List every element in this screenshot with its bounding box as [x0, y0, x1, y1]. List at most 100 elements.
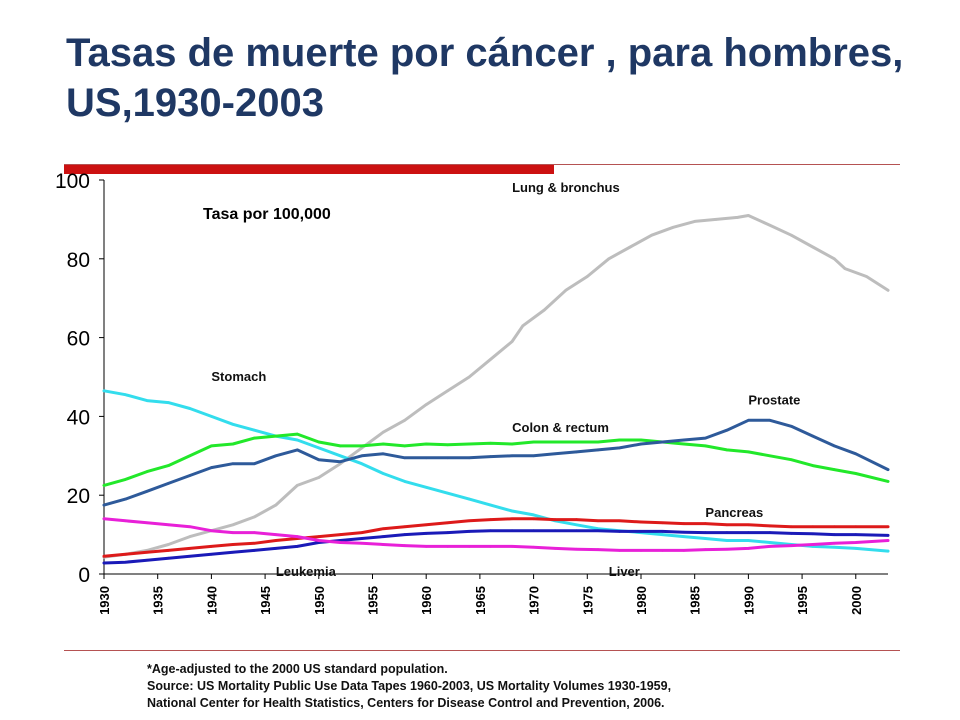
slide-title: Tasas de muerte por cáncer , para hombre… [66, 31, 904, 125]
x-tick-label: 1930 [97, 586, 112, 615]
data-point-colon-rectum [596, 440, 600, 444]
data-point-leukemia [446, 531, 450, 534]
x-tick-label: 1935 [151, 586, 166, 615]
data-point-pancreas [188, 547, 192, 550]
data-point-colon-rectum [704, 444, 707, 448]
data-point-pancreas [167, 549, 170, 552]
data-point-pancreas [575, 518, 578, 521]
x-tick-label: 2000 [849, 586, 864, 615]
data-point-liver [124, 519, 127, 523]
data-point-stomach [145, 399, 149, 402]
data-point-pancreas [102, 555, 106, 558]
data-point-lung-bronchus [768, 224, 772, 227]
footnote-line-2: Source: US Mortality Public Use Data Tap… [147, 679, 672, 693]
series-label-colon-rectum: Colon & rectum [512, 420, 609, 435]
data-point-leukemia [575, 529, 578, 532]
data-point-liver [575, 547, 578, 551]
data-point-pancreas [704, 522, 707, 525]
data-point-prostate [886, 468, 890, 471]
series-label-stomach: Stomach [211, 369, 266, 384]
y-tick-label: 40 [67, 406, 90, 429]
data-point-lung-bronchus [403, 419, 407, 422]
data-point-stomach [424, 486, 428, 489]
y-tick-label: 20 [67, 485, 90, 508]
data-point-pancreas [532, 517, 535, 521]
data-point-stomach [231, 423, 235, 426]
data-point-prostate [381, 452, 385, 456]
data-point-liver [489, 545, 492, 548]
data-point-stomach [489, 503, 492, 507]
data-point-leukemia [167, 556, 170, 560]
data-point-prostate [833, 444, 836, 448]
data-point-pancreas [145, 551, 149, 554]
data-point-lung-bronchus [274, 503, 278, 507]
data-point-lung-bronchus [510, 340, 514, 343]
data-point-lung-bronchus [886, 289, 890, 292]
data-point-liver [682, 549, 686, 552]
data-point-prostate [768, 419, 772, 422]
data-point-prostate [424, 456, 428, 460]
data-point-stomach [854, 547, 858, 550]
data-point-colon-rectum [833, 468, 836, 471]
data-point-colon-rectum [253, 436, 256, 440]
data-point-prostate [661, 440, 664, 444]
data-point-stomach [661, 533, 664, 536]
data-point-leukemia [661, 530, 664, 533]
data-point-leukemia [188, 555, 192, 558]
data-point-pancreas [661, 521, 664, 525]
data-point-prostate [854, 452, 858, 456]
data-point-liver [339, 541, 342, 544]
data-point-prostate [102, 503, 106, 507]
data-point-prostate [725, 428, 729, 432]
data-point-pancreas [510, 517, 514, 521]
data-point-lung-bronchus [188, 535, 192, 538]
data-point-pancreas [274, 539, 278, 542]
series-label-leukemia: Leukemia [276, 564, 337, 579]
data-point-pancreas [339, 533, 342, 536]
data-point-colon-rectum [768, 454, 772, 458]
data-point-liver [145, 521, 149, 525]
data-point-leukemia [231, 551, 235, 554]
data-point-leukemia [833, 533, 836, 536]
data-point-colon-rectum [532, 440, 535, 444]
data-point-pancreas [424, 523, 428, 527]
data-point-lung-bronchus [747, 214, 750, 217]
data-point-leukemia [639, 530, 643, 533]
data-point-leukemia [467, 530, 471, 533]
data-point-stomach [296, 438, 299, 442]
data-point-lung-bronchus [253, 515, 256, 519]
data-point-prostate [704, 436, 707, 440]
x-tick-label: 1965 [473, 586, 488, 615]
data-point-prostate [489, 455, 492, 458]
x-tick-label: 1990 [741, 586, 756, 615]
data-point-pancreas [553, 518, 557, 521]
data-point-prostate [210, 466, 213, 469]
data-point-prostate [360, 454, 364, 458]
data-point-pancreas [682, 522, 686, 525]
data-point-prostate [231, 462, 235, 466]
data-point-stomach [253, 428, 256, 432]
data-point-lung-bronchus [650, 233, 653, 237]
data-point-prostate [811, 434, 815, 438]
data-point-stomach [317, 446, 321, 450]
data-point-prostate [167, 482, 170, 485]
data-point-colon-rectum [618, 438, 621, 442]
data-point-liver [886, 539, 890, 542]
data-point-liver [790, 544, 793, 547]
data-point-pancreas [790, 525, 793, 528]
data-point-colon-rectum [575, 440, 578, 444]
data-point-liver [532, 545, 535, 549]
data-point-leukemia [296, 545, 299, 548]
data-point-pancreas [253, 542, 256, 545]
data-point-stomach [210, 415, 213, 418]
data-point-colon-rectum [296, 432, 299, 436]
data-point-colon-rectum [317, 440, 321, 444]
data-point-colon-rectum [424, 442, 428, 446]
series-line-prostate [102, 418, 890, 507]
data-point-leukemia [768, 531, 772, 534]
x-tick-label: 1960 [419, 586, 434, 615]
data-point-stomach [575, 523, 578, 527]
data-point-pancreas [467, 519, 471, 523]
top-rule [64, 164, 900, 165]
data-point-colon-rectum [725, 448, 729, 452]
